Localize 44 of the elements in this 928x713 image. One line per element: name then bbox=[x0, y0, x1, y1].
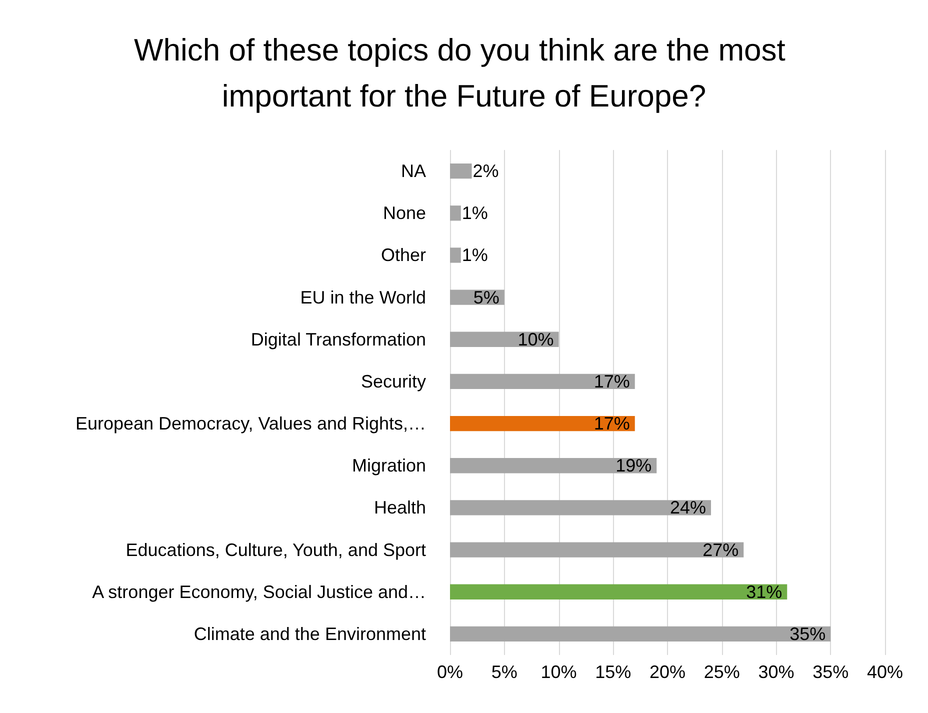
y-tick-label: Digital Transformation bbox=[250, 329, 426, 350]
data-label: 31% bbox=[746, 582, 782, 602]
x-tick-label: 40% bbox=[866, 662, 904, 682]
y-tick-label: EU in the World bbox=[300, 287, 426, 308]
y-tick-label: Educations, Culture, Youth, and Sport bbox=[126, 540, 426, 560]
x-tick-label: 0% bbox=[436, 662, 464, 682]
bar bbox=[450, 458, 657, 474]
y-tick-label: Security bbox=[360, 371, 426, 392]
y-tick-label: European Democracy, Values and Rights,… bbox=[75, 414, 426, 434]
x-tick-label: 20% bbox=[649, 662, 686, 682]
data-label: 2% bbox=[472, 161, 499, 182]
bar bbox=[450, 500, 711, 516]
x-tick-label: 25% bbox=[704, 662, 740, 682]
y-tick-label: Other bbox=[380, 245, 426, 266]
x-tick-label: 5% bbox=[491, 662, 518, 682]
x-tick-label: 30% bbox=[758, 662, 794, 682]
y-tick-label: A stronger Economy, Social Justice and… bbox=[92, 582, 426, 602]
y-tick-label: NA bbox=[400, 161, 426, 182]
data-label: 1% bbox=[462, 245, 488, 266]
bar bbox=[450, 584, 788, 600]
y-tick-label: Climate and the Environment bbox=[194, 624, 426, 644]
chart-title: Which of these topics do you think are the most important for the Future of Europe? bbox=[134, 32, 794, 114]
data-label: 10% bbox=[518, 329, 554, 350]
data-label: 1% bbox=[462, 203, 488, 224]
data-label: 24% bbox=[670, 498, 706, 518]
y-tick-label: None bbox=[382, 203, 426, 224]
data-label: 19% bbox=[616, 456, 652, 476]
data-label: 35% bbox=[790, 624, 826, 644]
data-label: 5% bbox=[473, 287, 500, 308]
bar bbox=[450, 542, 744, 558]
data-label: 17% bbox=[594, 414, 630, 434]
data-label: 17% bbox=[594, 371, 630, 392]
bar bbox=[450, 374, 635, 390]
bar bbox=[450, 163, 472, 179]
bar bbox=[450, 206, 461, 221]
y-tick-label: Migration bbox=[352, 456, 426, 476]
x-tick-label: 15% bbox=[595, 662, 632, 682]
x-tick-label: 35% bbox=[812, 662, 849, 682]
bar bbox=[450, 626, 831, 642]
bar bbox=[450, 248, 461, 263]
y-tick-label: Health bbox=[374, 498, 426, 518]
bar bbox=[450, 416, 635, 432]
x-tick-label: 10% bbox=[540, 662, 577, 682]
data-label: 27% bbox=[702, 540, 739, 560]
